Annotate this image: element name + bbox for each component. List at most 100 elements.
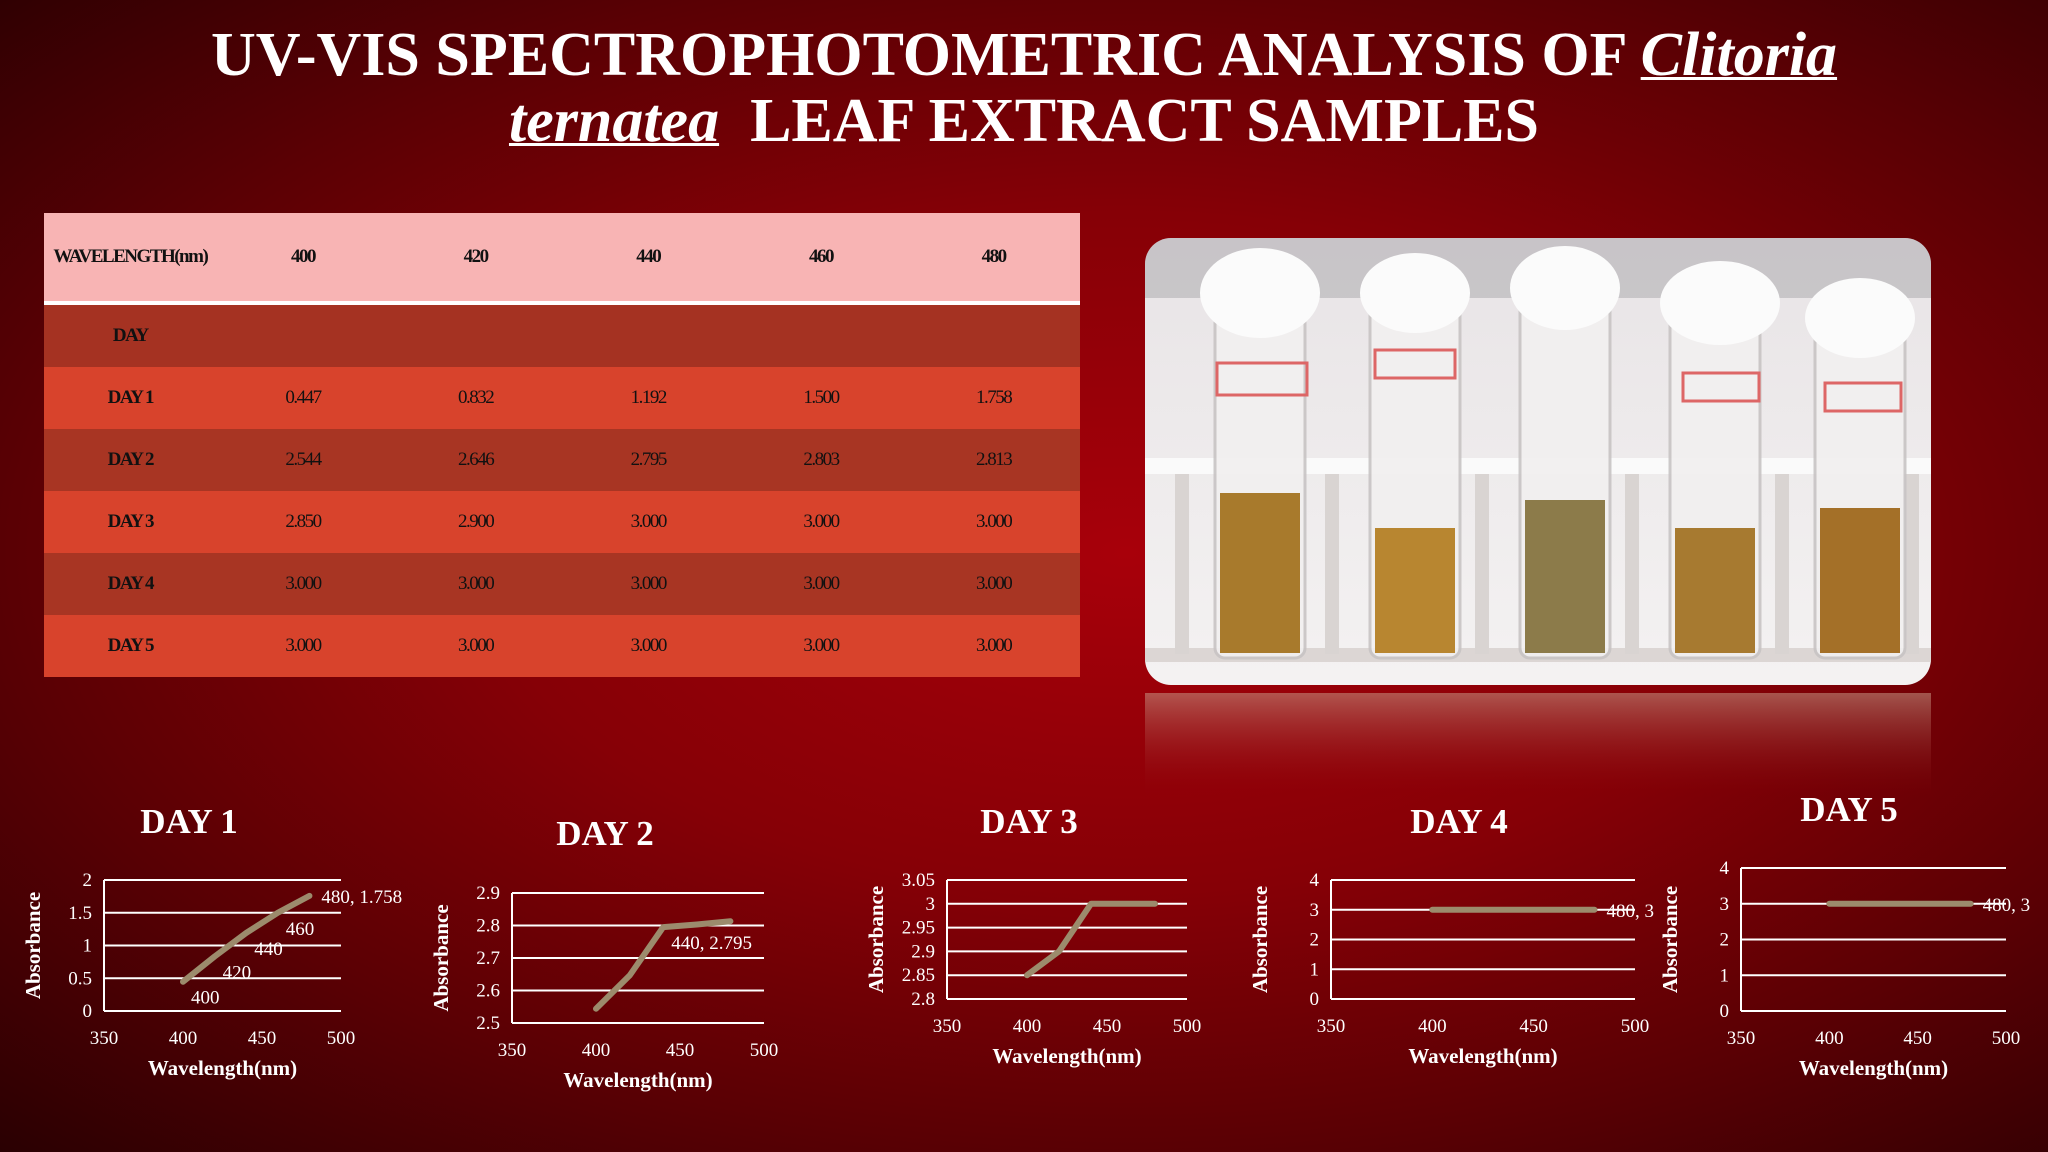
x-tick-label: 350 <box>1727 1028 1756 1049</box>
species-name: Clitoria <box>1640 21 1838 89</box>
value-cell: 2.813 <box>907 429 1080 491</box>
value-cell: 3.000 <box>561 553 735 615</box>
x-tick-label: 400 <box>582 1040 611 1061</box>
x-tick-label: 350 <box>498 1040 527 1061</box>
chart-title: DAY 1 <box>140 802 238 841</box>
y-tick-label: 2.9 <box>911 941 935 962</box>
x-tick-label: 450 <box>1519 1016 1548 1037</box>
absorbance-table: WAVELENGTH(nm) 400 420 440 460 480 DAY DAY 1 0.4… <box>44 213 1080 677</box>
value-cell: 3.000 <box>389 553 562 615</box>
value-cell: 3.000 <box>561 615 735 677</box>
value-cell: 3.000 <box>216 553 390 615</box>
data-label: 480, 3 <box>1606 901 1654 922</box>
x-tick-label: 450 <box>1903 1028 1932 1049</box>
x-axis-title: Wavelength(nm) <box>1408 1044 1557 1068</box>
y-tick-label: 3 <box>1310 900 1320 921</box>
data-label: 440, 2.795 <box>671 933 752 954</box>
y-tick-label: 4 <box>1310 870 1320 891</box>
header-cell: 440 <box>561 213 735 305</box>
y-tick-label: 2 <box>1310 930 1320 951</box>
y-tick-label: 1 <box>83 936 93 957</box>
x-axis-title: Wavelength(nm) <box>563 1068 712 1092</box>
header-cell: WAVELENGTH(nm) <box>44 213 217 305</box>
y-tick-label: 2.7 <box>476 948 500 969</box>
x-tick-label: 350 <box>933 1016 962 1037</box>
x-tick-label: 400 <box>1418 1016 1447 1037</box>
y-tick-label: 2 <box>1720 930 1730 951</box>
data-label: 420 <box>223 963 252 984</box>
y-tick-label: 2.9 <box>476 883 500 904</box>
empty-cell <box>734 303 908 367</box>
value-cell: 3.000 <box>734 615 908 677</box>
chart-title: DAY 5 <box>1800 790 1898 829</box>
data-label: 480, 3 <box>1983 895 2031 916</box>
day-cell: DAY 1 <box>44 367 217 429</box>
y-tick-label: 2.95 <box>902 918 935 939</box>
value-cell: 1.758 <box>907 367 1080 429</box>
value-cell: 0.447 <box>216 367 390 429</box>
y-tick-label: 4 <box>1720 858 1730 879</box>
y-tick-label: 2.6 <box>476 981 500 1002</box>
value-cell: 2.803 <box>734 429 908 491</box>
data-label: 400 <box>191 988 220 1009</box>
y-tick-label: 3 <box>926 894 936 915</box>
y-tick-label: 2.8 <box>911 989 935 1010</box>
y-tick-label: 0 <box>1310 989 1320 1010</box>
y-tick-label: 1.5 <box>68 903 92 924</box>
value-cell: 3.000 <box>389 615 562 677</box>
value-cell: 1.192 <box>561 367 735 429</box>
chart-title: DAY 3 <box>980 802 1078 841</box>
x-tick-label: 400 <box>169 1028 198 1049</box>
day-cell: DAY 4 <box>44 553 217 615</box>
value-cell: 3.000 <box>734 491 908 553</box>
slide-title: UV-VIS SPECTROPHOTOMETRIC ANALYSIS OF Cl… <box>0 22 2048 154</box>
table-row: DAY 5 3.000 3.000 3.000 3.000 3.000 <box>44 615 1080 677</box>
y-axis-title: Absorbance <box>429 904 453 1011</box>
table-row: DAY <box>44 303 1080 367</box>
value-cell: 3.000 <box>734 553 908 615</box>
chart-title: DAY 4 <box>1410 802 1508 841</box>
data-label: 460 <box>286 919 315 940</box>
value-cell: 3.000 <box>907 615 1080 677</box>
y-tick-label: 2.85 <box>902 965 935 986</box>
chart-title: DAY 2 <box>556 814 654 853</box>
value-cell: 3.000 <box>907 491 1080 553</box>
header-cell: DAY <box>44 303 217 367</box>
empty-cell <box>561 303 735 367</box>
table-row: DAY 2 2.544 2.646 2.795 2.803 2.813 <box>44 429 1080 491</box>
empty-cell <box>389 303 562 367</box>
empty-cell <box>216 303 390 367</box>
y-tick-label: 1 <box>1720 965 1730 986</box>
day-cell: DAY 3 <box>44 491 217 553</box>
header-cell: 420 <box>389 213 562 305</box>
y-tick-label: 3 <box>1720 894 1730 915</box>
empty-cell <box>907 303 1080 367</box>
table-row: DAY 4 3.000 3.000 3.000 3.000 3.000 <box>44 553 1080 615</box>
day-cell: DAY 5 <box>44 615 217 677</box>
x-tick-label: 500 <box>327 1028 356 1049</box>
x-axis-title: Wavelength(nm) <box>148 1056 297 1080</box>
table-row: WAVELENGTH(nm) 400 420 440 460 480 <box>44 213 1080 305</box>
data-label: 480, 1.758 <box>321 887 402 908</box>
y-tick-label: 0.5 <box>68 968 92 989</box>
y-tick-label: 2.8 <box>476 916 500 937</box>
x-axis-title: Wavelength(nm) <box>992 1044 1141 1068</box>
y-tick-label: 2.5 <box>476 1013 500 1034</box>
x-tick-label: 400 <box>1815 1028 1844 1049</box>
sample-photo <box>1145 238 1931 798</box>
y-axis-title: Absorbance <box>1658 886 1682 993</box>
x-tick-label: 450 <box>248 1028 277 1049</box>
x-axis-title: Wavelength(nm) <box>1799 1056 1948 1080</box>
data-line <box>1024 900 1158 979</box>
y-axis-title: Absorbance <box>1248 886 1272 993</box>
x-tick-label: 450 <box>666 1040 695 1061</box>
value-cell: 3.000 <box>561 491 735 553</box>
x-tick-label: 500 <box>750 1040 779 1061</box>
y-tick-label: 0 <box>83 1001 93 1022</box>
value-cell: 2.900 <box>389 491 562 553</box>
value-cell: 2.646 <box>389 429 562 491</box>
value-cell: 2.795 <box>561 429 735 491</box>
value-cell: 3.000 <box>216 615 390 677</box>
